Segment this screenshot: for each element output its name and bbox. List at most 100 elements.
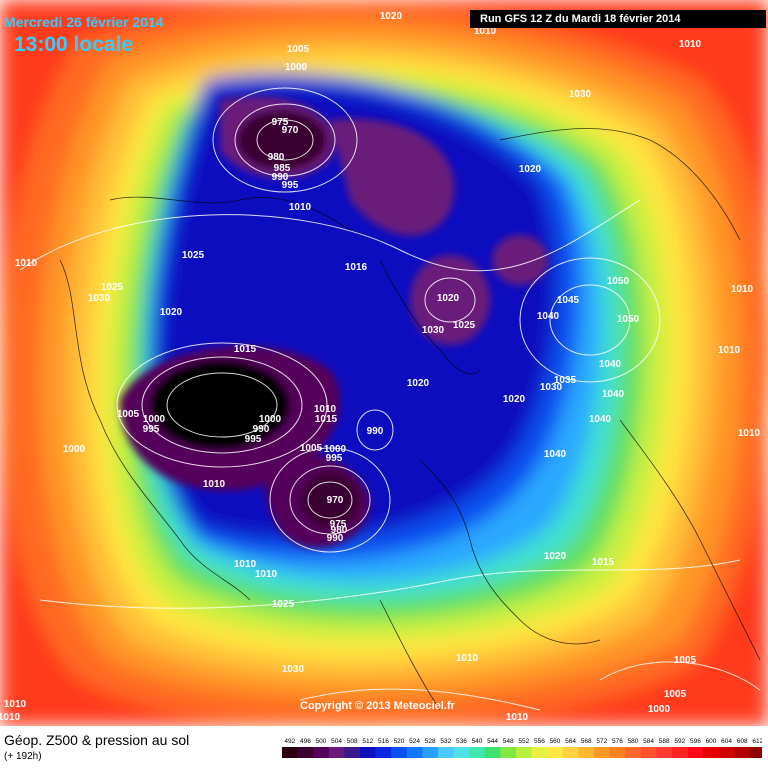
legend-value: 560 [550,738,561,745]
legend-value: 576 [612,738,623,745]
isobar-label: 1030 [540,382,563,393]
legend-value: 532 [440,738,451,745]
isobar-label: 1050 [617,314,640,325]
isobar-label: 1045 [557,295,580,306]
legend-swatch [625,747,642,758]
isobar-label: 1000 [143,414,166,425]
isobar-label: 1010 [506,712,529,723]
legend-swatch [484,747,501,758]
isobar-label: 1030 [422,325,445,336]
legend-swatch [547,747,564,758]
legend-swatch [531,747,548,758]
legend-value: 552 [518,738,529,745]
isobar-label: 1000 [648,704,671,715]
isobar-label: 1020 [544,551,567,562]
geopotential-shading [0,0,768,726]
legend-value: 548 [503,738,514,745]
isobar-label: 1010 [738,428,761,439]
z500-field: 1020101010101005100010309759709809859909… [0,0,768,726]
isobar-label: 1005 [674,655,697,666]
isobar-label: 995 [326,453,343,464]
legend-value: 572 [596,738,607,745]
isobar-label: 1005 [117,409,140,420]
legend-value: 612 [752,738,762,745]
legend-swatch [516,747,532,758]
legend-swatch [297,747,314,758]
legend-value: 584 [643,738,654,745]
legend-value: 596 [690,738,701,745]
isobar-label: 1010 [15,258,38,269]
isobar-label: 1000 [285,62,308,73]
isobar-label: 1020 [519,164,542,175]
isobar-label: 1010 [234,559,257,570]
isobar-label: 1030 [282,664,305,675]
legend-swatch [406,747,423,758]
isobar-label: 990 [272,172,289,183]
legend-swatch [438,747,454,758]
isobar-label: 1010 [255,569,278,580]
legend-swatch [500,747,517,758]
isobar-label: 1010 [731,284,754,295]
isobar-label: 1015 [234,344,257,355]
isobar-label: 1050 [607,276,630,287]
legend-swatch [687,747,704,758]
forecast-date-title: Mercredi 26 février 2014 [4,14,164,30]
isobar-label: 980 [268,152,285,163]
isobar-label: 1030 [569,89,592,100]
isobar-label: 1025 [182,250,205,261]
isobar-label: 1010 [456,653,479,664]
legend-value: 544 [487,738,498,745]
legend-swatch [282,747,298,758]
legend-swatch [562,747,579,758]
legend-swatch [703,747,720,758]
legend-swatch [672,747,688,758]
map-caption: Géop. Z500 & pression au sol [4,732,190,748]
legend-value: 496 [300,738,311,745]
legend-value: 524 [409,738,420,745]
forecast-time-label: 13:00 locale [14,33,134,56]
legend-value: 504 [331,738,342,745]
isobar-label: 1005 [300,443,323,454]
legend-value: 512 [362,738,373,745]
isobar-label: 990 [253,424,270,435]
isobar-labels: 1020101010101005100010309759709809859909… [0,11,761,723]
legend-value: 592 [674,738,685,745]
isobar-label: 1010 [0,712,21,723]
legend-value: 608 [737,738,748,745]
isobar-label: 995 [245,434,262,445]
isobar-label: 1025 [272,599,295,610]
legend-value: 540 [472,738,483,745]
legend-value: 528 [425,738,436,745]
legend-swatch [750,747,762,758]
isobar-label: 1010 [314,404,337,415]
isobar-label: 1010 [679,39,702,50]
isobar-label: 1015 [315,414,338,425]
color-scale-legend: 492 496 500 504 508 512 516 520 524 528 532 536 540 5… [282,738,762,758]
legend-swatch [469,747,486,758]
legend-value: 536 [456,738,467,745]
legend-swatch [578,747,595,758]
isobar-label: 1040 [589,414,612,425]
legend-swatch [375,747,392,758]
legend-value: 516 [378,738,389,745]
isobar-label: 980 [331,525,348,536]
isobar-label: 1005 [664,689,687,700]
legend-value: 500 [316,738,327,745]
coastlines [59,128,761,711]
legend-value: 564 [565,738,576,745]
isobar-label: 1010 [4,699,27,710]
isobar-label: 995 [143,424,160,435]
isobar-label: 1005 [287,44,310,55]
isobar-label: 1020 [503,394,526,405]
legend-value: 508 [347,738,358,745]
legend-swatch [453,747,470,758]
legend-swatch [609,747,626,758]
legend-value: 568 [581,738,592,745]
legend-swatch [344,747,361,758]
isobar-label: 975 [272,117,289,128]
isobar-label: 1000 [324,444,347,455]
legend-value: 520 [394,738,405,745]
isobar-label: 1015 [592,557,615,568]
legend-swatch [391,747,408,758]
isobar-label: 985 [274,163,291,174]
